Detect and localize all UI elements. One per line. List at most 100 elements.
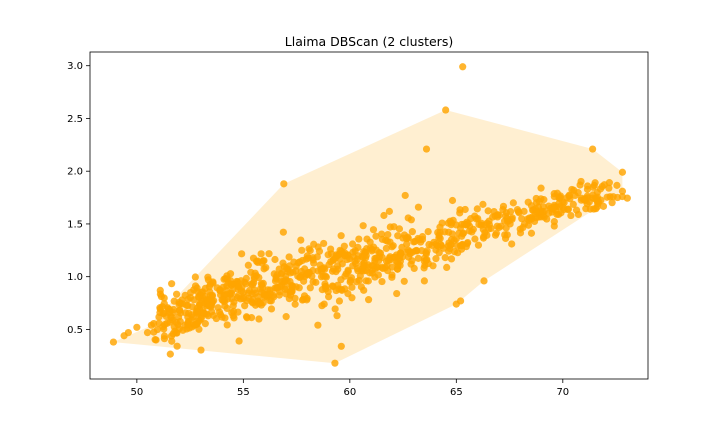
data-point — [206, 280, 214, 288]
data-point — [515, 209, 523, 217]
data-point — [234, 292, 242, 300]
data-point — [545, 209, 553, 217]
data-point — [567, 211, 575, 220]
data-point — [424, 227, 432, 236]
data-point — [396, 249, 405, 257]
data-point — [572, 206, 581, 214]
y-tick-label: 2.5 — [67, 114, 83, 125]
data-point — [295, 284, 303, 292]
data-point — [394, 232, 402, 240]
data-point — [456, 297, 465, 305]
data-point — [320, 239, 328, 248]
data-point — [414, 254, 422, 262]
data-point — [282, 313, 290, 321]
data-point — [221, 302, 229, 310]
data-point — [259, 257, 267, 265]
data-point — [271, 255, 279, 264]
y-tick-label: 1.5 — [67, 219, 83, 230]
data-point — [351, 257, 359, 265]
data-point — [203, 310, 211, 318]
points-layer — [109, 63, 631, 367]
data-point — [456, 206, 464, 214]
data-point — [331, 359, 339, 367]
data-point — [335, 297, 344, 305]
data-point — [337, 276, 345, 284]
data-point — [313, 253, 321, 261]
data-point — [298, 246, 306, 254]
data-point — [527, 229, 536, 237]
x-tick-label: 55 — [237, 387, 250, 398]
data-point — [303, 269, 311, 277]
data-point — [306, 284, 314, 292]
data-point — [267, 305, 276, 313]
data-point — [395, 254, 404, 262]
data-point — [244, 261, 252, 269]
data-point — [369, 226, 378, 234]
chart-title: Llaima DBScan (2 clusters) — [285, 34, 453, 49]
data-point — [537, 184, 545, 192]
data-point — [279, 259, 287, 267]
data-point — [247, 314, 256, 322]
data-point — [550, 222, 558, 230]
data-point — [408, 228, 416, 236]
data-point — [502, 224, 510, 232]
data-point — [318, 286, 326, 294]
data-point — [605, 179, 613, 187]
data-point — [298, 256, 307, 265]
data-point — [337, 342, 345, 350]
data-point — [260, 291, 269, 299]
data-point — [414, 234, 422, 243]
data-point — [484, 207, 492, 215]
data-point — [420, 277, 428, 285]
data-point — [479, 200, 487, 208]
data-point — [166, 308, 174, 316]
data-point — [434, 228, 442, 237]
data-point — [201, 320, 209, 328]
data-point — [474, 241, 483, 249]
data-point — [230, 314, 238, 322]
data-point — [448, 219, 456, 227]
data-point — [173, 342, 181, 350]
data-point — [310, 240, 318, 248]
data-point — [355, 235, 363, 243]
data-point — [327, 245, 335, 253]
data-point — [479, 225, 487, 233]
data-point — [460, 220, 468, 228]
data-point — [340, 242, 348, 250]
data-point — [269, 291, 277, 299]
data-point — [306, 246, 314, 255]
data-point — [242, 274, 250, 282]
data-point — [540, 196, 548, 204]
data-point — [568, 185, 576, 194]
data-point — [618, 192, 626, 201]
data-point — [314, 321, 322, 329]
data-point — [285, 295, 293, 303]
data-point — [555, 200, 563, 208]
data-point — [348, 240, 357, 248]
data-point — [296, 273, 304, 282]
data-point — [234, 308, 242, 316]
data-point — [250, 272, 258, 281]
x-tick-label: 60 — [343, 387, 356, 398]
data-point — [491, 231, 500, 239]
data-point — [543, 215, 551, 223]
data-point — [223, 321, 231, 329]
data-point — [608, 199, 616, 207]
data-point — [506, 208, 515, 216]
data-point — [348, 294, 356, 302]
data-point — [423, 256, 431, 264]
data-point — [471, 212, 479, 220]
data-point — [566, 195, 574, 203]
data-point — [341, 249, 349, 257]
data-point — [204, 296, 212, 304]
data-point — [380, 211, 388, 220]
data-point — [156, 305, 164, 313]
data-point — [124, 328, 132, 337]
data-point — [343, 255, 351, 264]
data-point — [473, 205, 481, 213]
data-point — [188, 316, 196, 324]
data-point — [337, 232, 345, 240]
data-point — [355, 276, 363, 284]
x-tick-label: 70 — [556, 387, 569, 398]
data-point — [237, 287, 246, 295]
